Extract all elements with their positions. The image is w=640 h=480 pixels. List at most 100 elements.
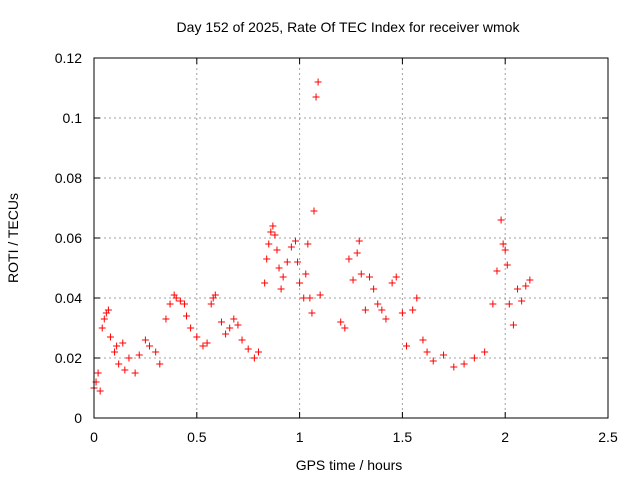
x-tick-label: 0.5 [187, 429, 207, 445]
data-point [111, 348, 119, 356]
y-tick-label: 0.1 [63, 110, 83, 126]
data-point [522, 282, 530, 290]
y-tick-label: 0.08 [55, 170, 82, 186]
data-point [312, 93, 320, 101]
data-point [314, 78, 322, 86]
data-point [250, 354, 258, 362]
y-tick-label: 0.12 [55, 50, 82, 66]
data-point [207, 300, 215, 308]
data-point [172, 294, 180, 302]
data-point [238, 336, 246, 344]
data-point [355, 237, 363, 245]
y-tick-label: 0 [74, 410, 82, 426]
data-point [283, 258, 291, 266]
data-point [450, 363, 458, 371]
data-point [526, 276, 534, 284]
data-point [287, 243, 295, 251]
data-point [357, 270, 365, 278]
data-point [403, 342, 411, 350]
x-tick-labels: 0 0.5 1 1.5 2 2.5 [90, 429, 618, 445]
x-tick-label: 0 [90, 429, 98, 445]
data-point [398, 309, 406, 317]
data-point [419, 336, 427, 344]
data-point [131, 369, 139, 377]
data-point [300, 294, 308, 302]
grid-lines [94, 58, 608, 418]
data-point [271, 231, 279, 239]
data-point [106, 333, 114, 341]
data-point [263, 255, 271, 263]
data-point [279, 273, 287, 281]
data-point [370, 285, 378, 293]
data-point [501, 246, 509, 254]
data-point [115, 360, 123, 368]
x-tick-label: 2.5 [598, 429, 618, 445]
axis-ticks [93, 57, 609, 419]
data-point [234, 321, 242, 329]
x-tick-label: 2 [501, 429, 509, 445]
data-point [503, 261, 511, 269]
data-point [244, 345, 252, 353]
data-point [509, 321, 517, 329]
data-point [113, 342, 121, 350]
data-point [304, 240, 312, 248]
data-point [94, 369, 102, 377]
data-point [388, 279, 396, 287]
data-point [341, 324, 349, 332]
y-tick-label: 0.02 [55, 350, 82, 366]
data-point [100, 315, 108, 323]
data-point [429, 357, 437, 365]
data-point [254, 348, 262, 356]
data-point [423, 348, 431, 356]
y-axis-title: ROTI / TECUs [5, 193, 21, 283]
data-point [104, 306, 112, 314]
data-point [518, 297, 526, 305]
data-point [308, 309, 316, 317]
data-point [374, 300, 382, 308]
data-point [440, 351, 448, 359]
data-point [226, 324, 234, 332]
chart-title: Day 152 of 2025, Rate Of TEC Index for r… [177, 19, 521, 35]
data-point [275, 264, 283, 272]
data-point [349, 276, 357, 284]
data-point [489, 300, 497, 308]
data-point [296, 279, 304, 287]
x-tick-label: 1.5 [393, 429, 413, 445]
data-point [261, 279, 269, 287]
x-axis-title: GPS time / hours [296, 457, 403, 473]
x-tick-label: 1 [296, 429, 304, 445]
data-point [273, 246, 281, 254]
data-point [337, 318, 345, 326]
data-points [90, 78, 534, 395]
data-point [125, 354, 133, 362]
data-point [96, 387, 104, 395]
data-point [121, 366, 129, 374]
data-point [499, 240, 507, 248]
data-point [187, 324, 195, 332]
data-point [302, 270, 310, 278]
data-point [505, 300, 513, 308]
data-point [269, 222, 277, 230]
data-point [162, 315, 170, 323]
data-point [481, 348, 489, 356]
data-point [497, 216, 505, 224]
data-point [460, 360, 468, 368]
data-point [203, 339, 211, 347]
data-point [392, 273, 400, 281]
data-point [409, 306, 417, 314]
data-point [413, 294, 421, 302]
data-point [119, 339, 127, 347]
data-point [141, 336, 149, 344]
data-point [183, 312, 191, 320]
data-point [152, 348, 160, 356]
data-point [267, 228, 275, 236]
data-point [211, 291, 219, 299]
data-point [199, 342, 207, 350]
data-point [316, 291, 324, 299]
data-point [306, 294, 314, 302]
y-tick-label: 0.04 [55, 290, 82, 306]
data-point [291, 237, 299, 245]
data-point [156, 360, 164, 368]
